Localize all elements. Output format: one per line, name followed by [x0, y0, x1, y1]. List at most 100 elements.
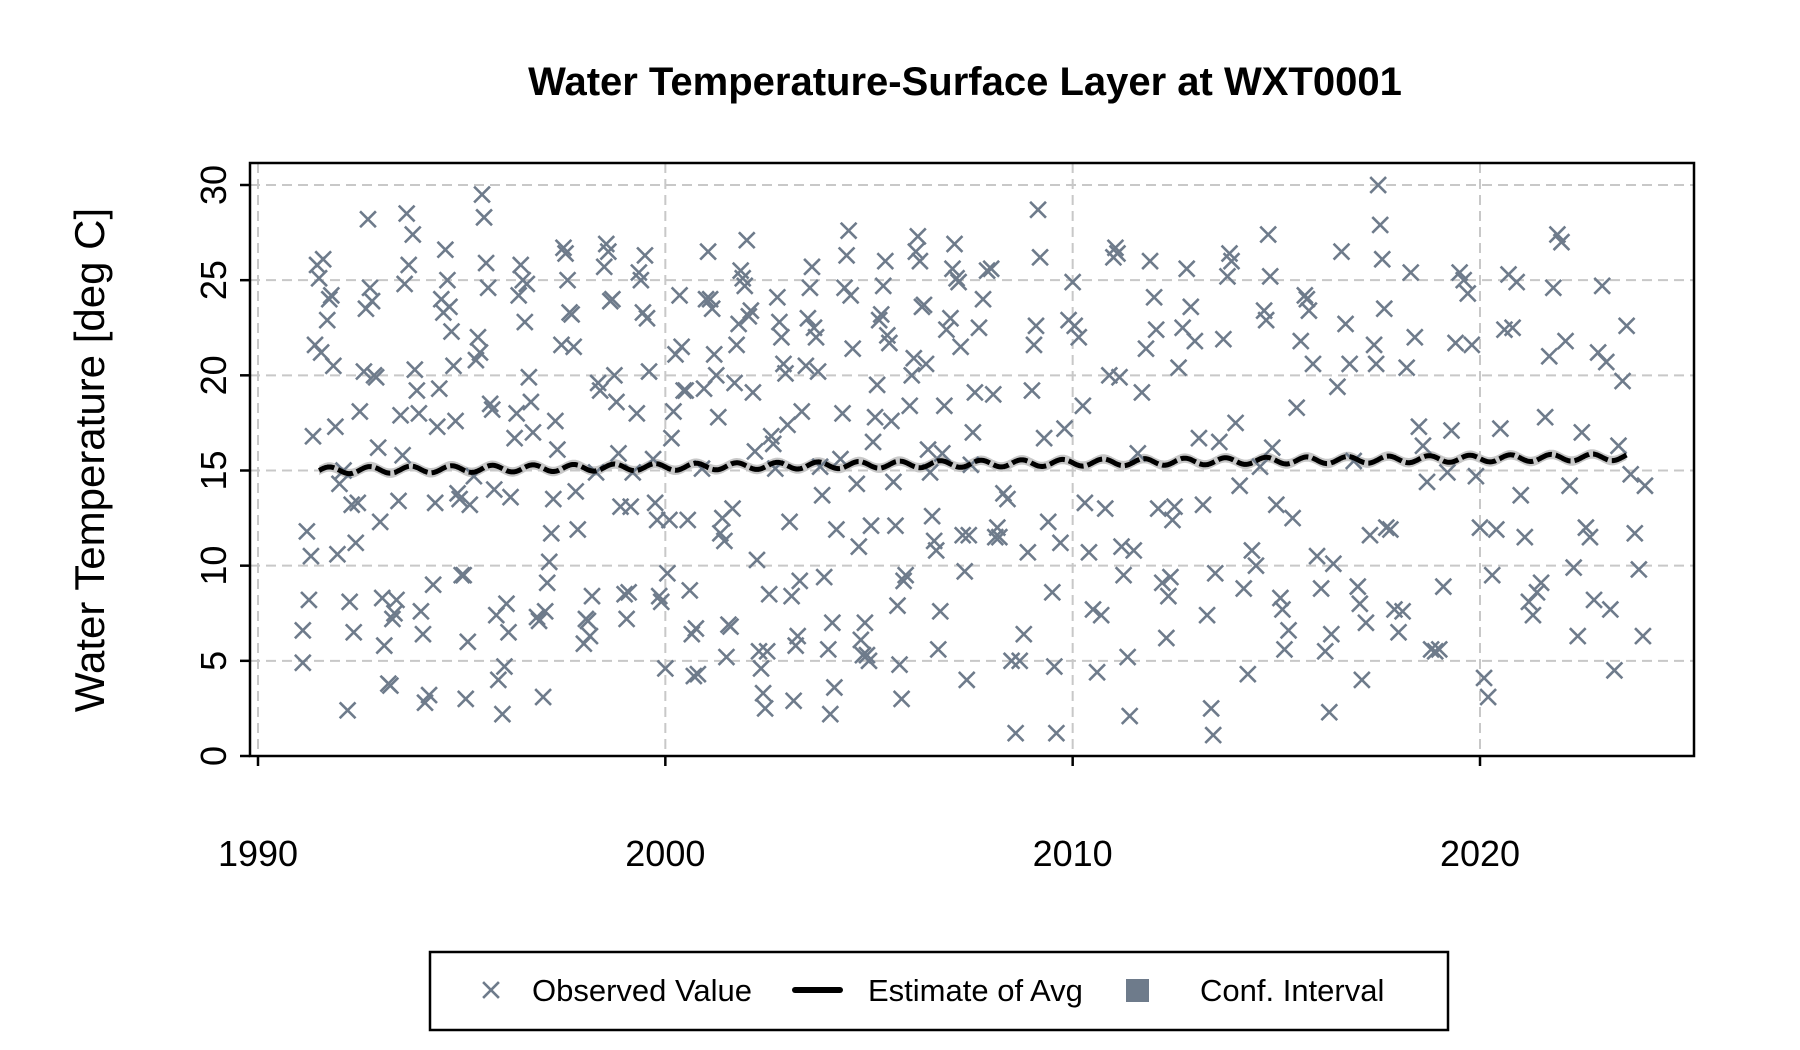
observed-point	[937, 320, 956, 339]
observed-point	[501, 488, 520, 506]
observed-point	[420, 686, 438, 704]
observed-point	[862, 516, 880, 535]
observed-point	[1601, 600, 1620, 619]
observed-point	[1204, 726, 1223, 744]
observed-point	[515, 313, 534, 331]
observed-point	[293, 621, 312, 640]
observed-point	[1137, 339, 1155, 358]
observed-point	[1181, 297, 1200, 316]
observed-points	[293, 176, 1654, 744]
observed-point	[754, 684, 772, 703]
observed-point	[919, 440, 937, 459]
observed-point	[1636, 476, 1654, 495]
observed-point	[1532, 573, 1550, 592]
observed-point	[632, 271, 650, 290]
observed-point	[1259, 225, 1278, 244]
observed-point	[367, 368, 385, 387]
observed-point	[1548, 225, 1567, 244]
observed-point	[322, 286, 341, 305]
observed-point	[955, 562, 974, 581]
observed-point	[471, 343, 489, 362]
observed-point	[520, 368, 538, 387]
x-tick-label: 2020	[1440, 833, 1520, 874]
observed-point	[1080, 543, 1098, 562]
observed-point	[1350, 594, 1369, 613]
observed-point	[638, 309, 656, 328]
observed-point	[540, 553, 559, 571]
observed-point	[344, 623, 363, 642]
observed-point	[658, 564, 677, 583]
observed-point	[1491, 419, 1510, 438]
observed-point	[1621, 465, 1640, 484]
observed-point	[797, 356, 815, 375]
observed-point	[685, 667, 703, 685]
observed-point	[493, 705, 512, 723]
observed-point	[538, 573, 557, 592]
observed-point	[801, 278, 819, 297]
observed-point	[318, 311, 337, 329]
observed-point	[721, 617, 740, 636]
observed-point	[314, 250, 333, 269]
observed-point	[874, 277, 893, 295]
observed-point	[768, 288, 787, 307]
observed-point	[1190, 429, 1208, 447]
x-tick-label: 1990	[218, 833, 298, 874]
observed-point	[860, 651, 878, 670]
observed-point	[346, 533, 365, 552]
observed-point	[717, 648, 736, 666]
estimate-line-group	[317, 451, 1629, 477]
observed-point	[1507, 273, 1526, 291]
observed-point	[1251, 457, 1269, 476]
observed-point	[1597, 353, 1616, 371]
observed-point	[591, 381, 609, 400]
observed-point	[949, 273, 968, 291]
observed-point	[617, 610, 636, 628]
observed-point	[868, 376, 886, 394]
observed-point	[1112, 537, 1131, 556]
observed-point	[450, 490, 469, 508]
observed-point	[746, 442, 764, 461]
observed-point	[475, 208, 493, 227]
observed-point	[825, 678, 844, 697]
observed-point	[1336, 315, 1355, 333]
observed-point	[1322, 625, 1341, 644]
observed-point	[676, 381, 695, 400]
observed-point	[735, 277, 754, 295]
observed-point	[799, 309, 817, 328]
observed-point	[363, 292, 381, 310]
observed-point	[943, 259, 962, 278]
observed-point	[355, 362, 373, 381]
observed-point	[1446, 334, 1465, 352]
observed-point	[1381, 520, 1400, 539]
observed-point	[361, 278, 379, 297]
observed-point	[509, 286, 528, 305]
observed-point	[876, 252, 895, 270]
observed-point	[1552, 233, 1571, 251]
observed-point	[1198, 606, 1216, 624]
observed-point	[974, 290, 992, 309]
observed-point	[964, 423, 982, 442]
observed-point	[1454, 271, 1473, 290]
observed-point	[1340, 355, 1359, 373]
observed-point	[807, 328, 825, 347]
observed-point	[970, 318, 988, 337]
observed-point	[748, 551, 766, 569]
observed-point	[1279, 621, 1298, 640]
observed-point	[933, 444, 952, 463]
observed-point	[410, 404, 428, 423]
observed-point	[1426, 642, 1445, 661]
observed-point	[1214, 330, 1233, 349]
observed-point	[1255, 301, 1273, 320]
observed-point	[1108, 244, 1127, 263]
observed-point	[416, 693, 434, 712]
observed-point	[904, 349, 923, 368]
observed-point	[911, 252, 929, 270]
observed-point	[1304, 355, 1322, 373]
observed-point	[1147, 320, 1166, 339]
observed-point	[430, 379, 449, 398]
observed-point	[1503, 318, 1522, 337]
observed-point	[715, 532, 734, 550]
observed-point	[982, 259, 1001, 278]
observed-point	[1458, 284, 1477, 303]
observed-point	[444, 356, 463, 375]
